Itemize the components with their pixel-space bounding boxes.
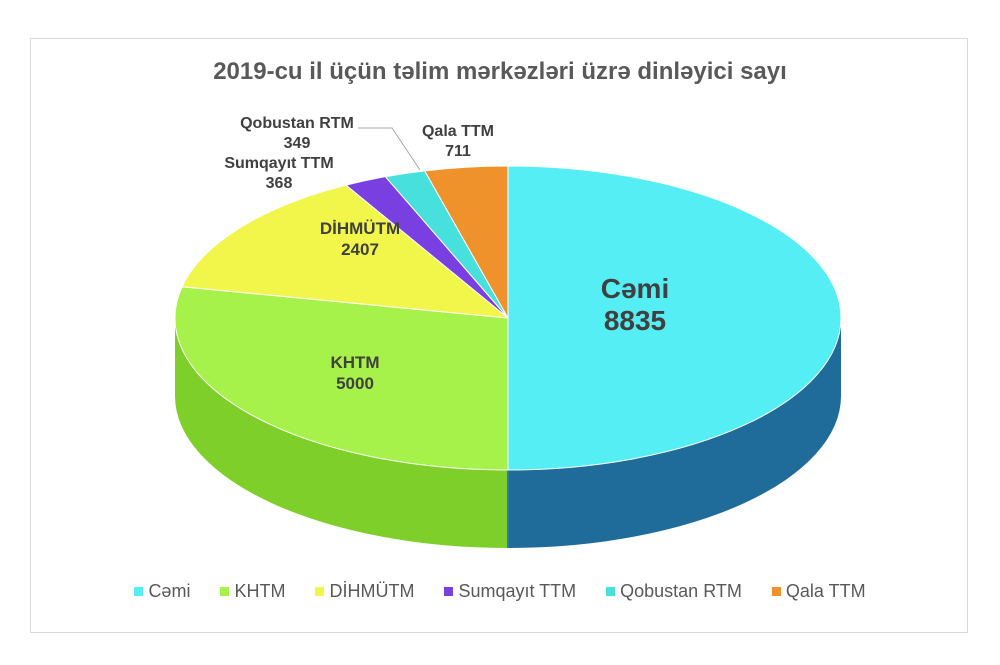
slice-edge [507, 470, 509, 548]
slice-side-0 [508, 318, 841, 548]
slice-0[interactable] [507, 165, 842, 471]
legend-item-0[interactable]: Cəmi [134, 581, 190, 602]
data-label-4: Qobustan RTM 349 [240, 115, 354, 152]
legend-label: DİHMÜTM [329, 581, 415, 601]
legend-swatch [771, 587, 781, 596]
data-label-3: Sumqayıt TTM 368 [224, 155, 333, 192]
chart-title: 2019-cu il üçün təlim mərkəzləri üzrə di… [213, 58, 787, 85]
legend-item-3[interactable]: Sumqayıt TTM [444, 581, 576, 602]
legend-swatch [134, 587, 144, 596]
legend: Cəmi KHTM DİHMÜTM Sumqayıt TTM Qobustan RTM Q… [0, 581, 1000, 602]
legend-item-2[interactable]: DİHMÜTM [315, 581, 414, 602]
legend-swatch [444, 587, 454, 596]
data-label-0: Cəmi 8835 [601, 273, 669, 336]
data-label-2: DİHMÜTM 2407 [320, 219, 400, 259]
data-label-5: Qala TTM 711 [422, 123, 494, 160]
legend-swatch [606, 587, 616, 596]
legend-label: Sumqayıt TTM [458, 581, 577, 601]
slice-2[interactable] [181, 184, 510, 319]
legend-swatch [220, 587, 230, 596]
slice-side-1 [175, 318, 508, 548]
legend-label: Qobustan RTM [620, 581, 742, 601]
legend-label: Qala TTM [785, 581, 866, 601]
leader-line-qobustan [358, 127, 421, 171]
slice-1[interactable] [174, 286, 509, 471]
legend-label: Cəmi [148, 581, 191, 601]
legend-item-1[interactable]: KHTM [220, 581, 285, 602]
legend-swatch [315, 587, 325, 596]
legend-label: KHTM [234, 581, 286, 601]
legend-item-4[interactable]: Qobustan RTM [606, 581, 742, 602]
data-label-1: KHTM 5000 [330, 353, 379, 393]
legend-item-5[interactable]: Qala TTM [771, 581, 866, 602]
slice-5[interactable] [423, 165, 509, 320]
